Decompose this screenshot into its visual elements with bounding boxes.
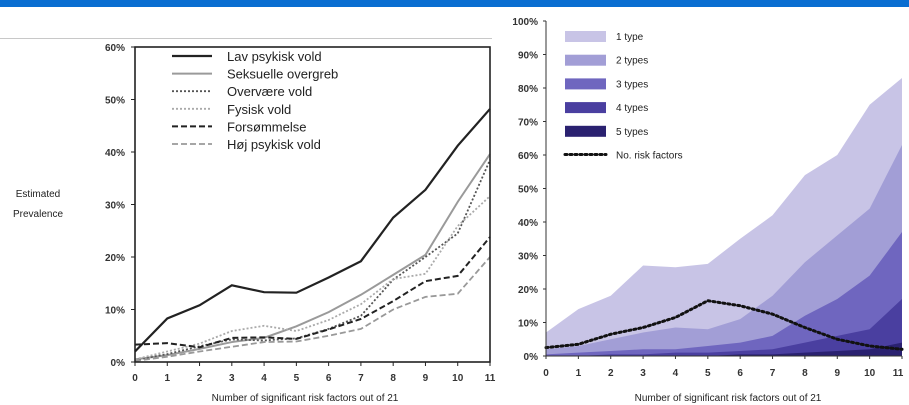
y-tick-label: 50% [518, 185, 538, 196]
x-tick-label: 5 [294, 373, 300, 384]
y-tick-label: 10% [105, 306, 125, 317]
legend-label: No. risk factors [616, 151, 683, 162]
legend-label: 4 types [616, 103, 648, 114]
legend-label: Forsømmelse [227, 119, 306, 134]
x-tick-label: 7 [770, 368, 776, 379]
x-tick-label: 3 [640, 368, 646, 379]
x-tick-label: 8 [802, 368, 808, 379]
x-tick-label: 6 [326, 373, 332, 384]
legend-label: Fysisk vold [227, 102, 291, 117]
top-accent-bar [0, 0, 909, 7]
y-axis-label-line-1: Estimated [16, 189, 60, 200]
x-tick-label: 9 [834, 368, 840, 379]
legend-swatch [565, 102, 606, 114]
y-tick-label: 60% [518, 151, 538, 162]
x-tick-label: 9 [423, 373, 429, 384]
legend-label: Lav psykisk vold [227, 49, 322, 64]
x-tick-label: 1 [164, 373, 170, 384]
series-line-fysisk-vold [134, 195, 491, 361]
line-chart-estimated-prevalence: 0% 10% 20% 30% 40% 50% 60% 0 1 2 3 4 5 6 7 8 9 10 11 Lav … [13, 43, 496, 404]
y-tick-label: 70% [518, 118, 538, 129]
plot-frame [134, 46, 491, 363]
y-tick-label: 0% [111, 358, 126, 369]
legend-swatch [565, 125, 606, 137]
series-line-lav-psykisk-vold [134, 108, 491, 353]
x-tick-label: 11 [893, 368, 904, 379]
series-line-overv-re-vold [134, 159, 491, 361]
x-tick-label: 3 [229, 373, 235, 384]
x-tick-label: 5 [705, 368, 711, 379]
y-tick-label: 30% [105, 201, 125, 212]
legend-label: Høj psykisk vold [227, 137, 321, 152]
y-tick-label: 80% [518, 84, 538, 95]
legend-label: 3 types [616, 79, 648, 90]
header-divider [0, 38, 492, 39]
legend-swatch [565, 78, 606, 90]
x-axis-label-2: Number of significant risk factors out o… [635, 393, 822, 404]
legend-label: Overvære vold [227, 84, 312, 99]
series-line-no-risk-factors [544, 299, 904, 351]
legend-swatch [565, 54, 606, 66]
series-line-seksuelle-overgreb [134, 153, 491, 361]
y-tick-label: 100% [512, 17, 538, 28]
y-tick-label: 50% [105, 96, 125, 107]
x-tick-label: 11 [485, 373, 496, 384]
x-tick-label: 7 [358, 373, 364, 384]
area-1-type [546, 77, 902, 356]
x-tick-label: 10 [452, 373, 464, 384]
legend-swatch [565, 31, 606, 42]
y-tick-label: 60% [105, 43, 125, 54]
y-axis-label-line-2: Prevalence [13, 209, 63, 220]
area-5-types [546, 342, 902, 356]
area-2-types [546, 144, 902, 356]
series-line-fors-mmelse [134, 236, 491, 349]
y-tick-label: 90% [518, 51, 538, 62]
legend-label: 2 types [616, 56, 648, 67]
y-tick-label: 40% [105, 148, 125, 159]
x-tick-label: 0 [543, 368, 549, 379]
x-tick-label: 2 [608, 368, 614, 379]
area-4-types [546, 299, 902, 356]
area-3-types [546, 232, 902, 356]
x-tick-label: 6 [737, 368, 743, 379]
legend-label: 5 types [616, 127, 648, 138]
y-tick-label: 10% [518, 319, 538, 330]
x-tick-label: 2 [197, 373, 203, 384]
y-tick-label: 20% [518, 285, 538, 296]
x-tick-label: 4 [261, 373, 267, 384]
x-tick-label: 4 [673, 368, 679, 379]
x-tick-label: 8 [390, 373, 396, 384]
legend-label: Seksuelle overgreb [227, 67, 338, 82]
x-tick-label: 10 [864, 368, 876, 379]
y-tick-label: 20% [105, 253, 125, 264]
series-line-h-j-psykisk-vold [134, 256, 491, 362]
x-tick-label: 1 [576, 368, 582, 379]
x-axis-label: Number of significant risk factors out o… [212, 393, 399, 404]
y-tick-label: 0% [524, 352, 539, 363]
legend-label: 1 type [616, 32, 644, 43]
x-tick-label: 0 [132, 373, 138, 384]
y-tick-label: 40% [518, 218, 538, 229]
y-tick-label: 30% [518, 252, 538, 263]
